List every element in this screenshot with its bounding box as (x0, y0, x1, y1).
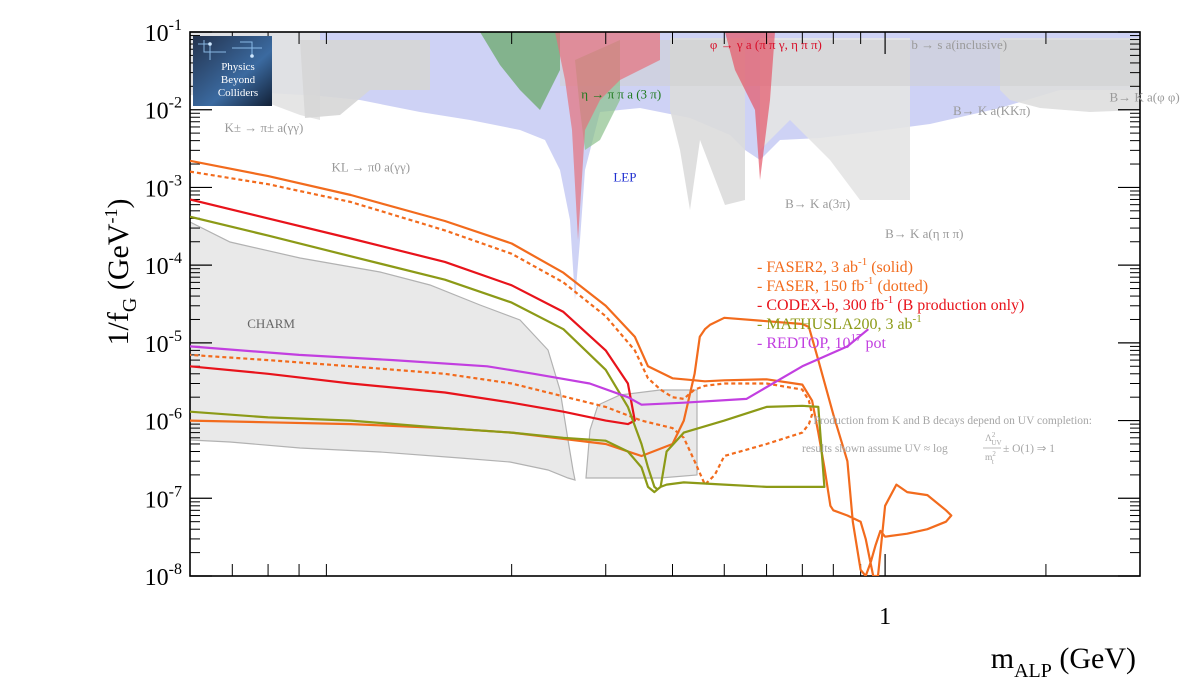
note-line-1: Production from K and B decays depend on… (813, 415, 1092, 427)
legend-entry-2: - CODEX-b, 300 fb-1 (B production only) (757, 294, 1024, 314)
plot-frame (189, 31, 1141, 577)
series-line-0 (190, 159, 953, 576)
y-tick-label: 10-8 (145, 561, 182, 591)
region-label-4: b → s a(inclusive) (911, 37, 1007, 52)
note-line-2-pre: results shown assume UV ≈ log (802, 443, 948, 455)
region-label-2: η → π π a (3 π) (581, 86, 661, 101)
y-tick-label: 10-2 (145, 95, 182, 125)
series-line-4 (190, 328, 869, 406)
region-labels: K± → π± a(γγ) KL → π0 a(γγ) η → π π a (3 π… (224, 37, 1179, 331)
legend: - FASER2, 3 ab-1 (solid)- FASER, 150 fb-… (757, 256, 1024, 352)
legend-entry-4: - REDTOP, 1017 pot (757, 332, 887, 352)
region-label-8: B→ K a(η π π) (885, 226, 963, 241)
note-frac-den: m2 t (985, 450, 996, 466)
note-line-2-post: ± O(1) ⇒ 1 (1003, 443, 1055, 455)
x-axis-ticks: 1 (231, 32, 1141, 630)
y-axis-title: 1/fG (GeV-1) (101, 199, 141, 346)
legend-entry-1: - FASER, 150 fb-1 (dotted) (757, 275, 928, 295)
y-tick-label: 10-3 (145, 172, 182, 202)
logo-line-1: Physics (221, 61, 255, 73)
logo-line-2: Beyond (221, 74, 256, 86)
b-inclusive-band (560, 40, 1140, 86)
y-axis-ticks: 10-8 10-7 10-6 10-5 10-4 10-3 10-2 10-1 (145, 17, 1140, 591)
logo-line-3: Colliders (218, 87, 258, 99)
charm-region-2 (585, 389, 698, 479)
kl-decay-region (300, 40, 430, 118)
region-label-1: KL → π0 a(γγ) (331, 160, 410, 175)
y-tick-label: 10-4 (145, 250, 182, 280)
existing-constraints (190, 32, 1140, 481)
region-label-6: B→ K a(φ φ) (1109, 90, 1179, 105)
series-line-1 (190, 170, 814, 486)
region-label-9: LEP (613, 169, 636, 184)
note-line-2: results shown assume UV ≈ log (802, 443, 948, 455)
region-label-10: CHARM (247, 316, 295, 331)
region-label-0: K± → π± a(γγ) (224, 120, 303, 135)
x-axis-title: mALP (GeV) (991, 642, 1136, 682)
y-tick-label: 10-7 (145, 483, 182, 513)
region-label-3: φ → γ a (π π γ, η π π) (710, 37, 822, 52)
region-label-5: B→ K a(KKπ) (953, 103, 1030, 118)
y-tick-label: 10-5 (145, 328, 182, 358)
legend-entry-0: - FASER2, 3 ab-1 (solid) (757, 256, 913, 276)
phi-region-2 (725, 32, 775, 180)
note-frac-num: Λ2 UV (985, 431, 1002, 447)
phi-region (555, 32, 660, 240)
series-group (190, 159, 953, 576)
x-tick-label: 1 (879, 604, 891, 630)
eta-region (480, 32, 560, 110)
legend-entry-3: - MATHUSLA200, 3 ab-1 (757, 313, 922, 333)
physics-beyond-colliders-logo: Physics Beyond Colliders (193, 36, 272, 106)
region-label-7: B→ K a(3π) (785, 196, 850, 211)
series-line-2 (190, 198, 636, 426)
y-tick-label: 10-6 (145, 406, 182, 436)
series-line-3 (190, 215, 826, 494)
uv-note: Production from K and B decays depend on… (802, 415, 1092, 466)
charm-region (190, 221, 576, 481)
y-tick-label: 10-1 (145, 17, 182, 47)
